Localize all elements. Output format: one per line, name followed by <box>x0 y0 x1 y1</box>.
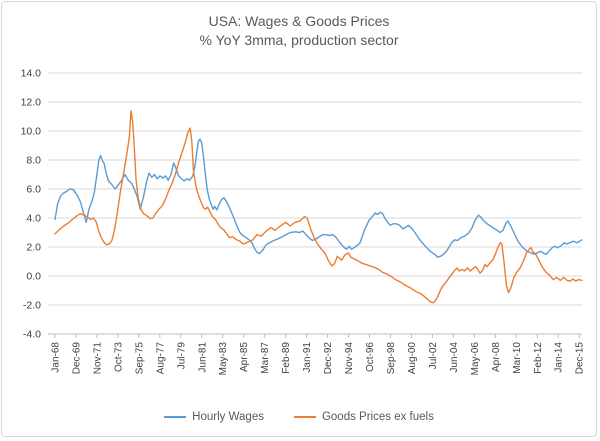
legend-item-hourly-wages: Hourly Wages <box>164 411 264 423</box>
y-tick-label: 14.0 <box>21 68 42 80</box>
y-tick-label: 6.0 <box>26 184 41 196</box>
x-tick-label: Mar-87 <box>260 342 271 374</box>
chart-title: USA: Wages & Goods Prices <box>208 13 390 29</box>
x-tick-label: Apr-08 <box>491 342 502 372</box>
x-tick-label: Mar-10 <box>512 342 523 374</box>
x-tick-label: May-83 <box>218 342 229 376</box>
legend-label-hourly-wages: Hourly Wages <box>192 411 264 423</box>
x-tick-label: Oct-73 <box>113 342 124 372</box>
chart-subtitle: % YoY 3mma, production sector <box>199 32 399 48</box>
x-tick-label: Jan-14 <box>554 342 565 373</box>
x-tick-label: Jan-68 <box>51 342 62 373</box>
x-tick-label: Dec-69 <box>71 342 82 375</box>
y-tick-label: 4.0 <box>26 213 41 225</box>
x-tick-label: Feb-89 <box>281 342 292 374</box>
x-tick-label: Oct-96 <box>365 342 376 372</box>
x-tick-label: Jul-02 <box>428 342 439 370</box>
legend: Hourly Wages Goods Prices ex fuels <box>2 411 596 423</box>
x-tick-label: Jun-81 <box>197 342 208 373</box>
chart-title-block: USA: Wages & Goods Prices % YoY 3mma, pr… <box>2 12 596 50</box>
goods-prices-line <box>54 109 583 304</box>
y-tick-label: 8.0 <box>26 155 41 167</box>
x-tick-label: Jun-04 <box>449 342 460 373</box>
x-tick-label: Dec-15 <box>575 342 586 375</box>
x-tick-label: Feb-12 <box>533 342 544 374</box>
legend-item-goods-prices: Goods Prices ex fuels <box>293 411 434 423</box>
y-tick-label: -2.0 <box>23 300 41 312</box>
x-tick-label: May-06 <box>470 342 481 376</box>
y-tick-label: 0.0 <box>26 271 41 283</box>
y-tick-label: 12.0 <box>21 97 42 109</box>
legend-label-goods-prices: Goods Prices ex fuels <box>321 411 434 423</box>
x-tick-label: Aug-77 <box>155 342 166 375</box>
x-tick-label: Sep-98 <box>386 342 397 375</box>
plot-area: 14.0 12.0 10.0 8.0 6.0 4.0 2.0 0.0 -2.0 -4.0 Jan-6… <box>21 68 586 376</box>
x-tick-label: Jul-79 <box>176 342 187 370</box>
x-tick-label: Apr-85 <box>239 342 250 372</box>
x-tick-label: Aug-00 <box>407 342 418 375</box>
hourly-wages-line-swatch <box>164 416 187 418</box>
x-tick-label: Nov-71 <box>92 342 103 375</box>
x-tick-label: Sep-75 <box>134 342 145 375</box>
y-tick-label: 2.0 <box>26 242 41 254</box>
x-tick-label: Nov-94 <box>344 342 355 375</box>
x-tick-label: Jan-91 <box>302 342 313 373</box>
hourly-wages-line <box>54 138 583 258</box>
y-tick-label: -4.0 <box>23 329 41 341</box>
goods-prices-line-swatch <box>293 416 316 418</box>
x-tick-label: Dec-92 <box>323 342 334 375</box>
y-tick-label: 10.0 <box>21 126 42 138</box>
